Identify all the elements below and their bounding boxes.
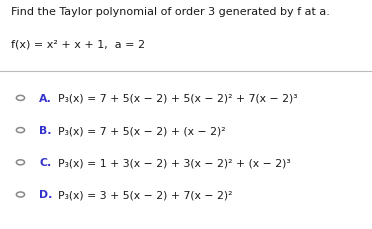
Text: P₃(x) = 1 + 3(x − 2) + 3(x − 2)² + (x − 2)³: P₃(x) = 1 + 3(x − 2) + 3(x − 2)² + (x − … xyxy=(58,158,290,168)
Text: P₃(x) = 3 + 5(x − 2) + 7(x − 2)²: P₃(x) = 3 + 5(x − 2) + 7(x − 2)² xyxy=(58,190,232,200)
Text: P₃(x) = 7 + 5(x − 2) + 5(x − 2)² + 7(x − 2)³: P₃(x) = 7 + 5(x − 2) + 5(x − 2)² + 7(x −… xyxy=(58,93,297,104)
Text: B.: B. xyxy=(39,125,52,136)
Text: D.: D. xyxy=(39,190,52,200)
Text: C.: C. xyxy=(39,158,51,168)
Text: P₃(x) = 7 + 5(x − 2) + (x − 2)²: P₃(x) = 7 + 5(x − 2) + (x − 2)² xyxy=(58,125,225,136)
Text: A.: A. xyxy=(39,93,52,104)
Text: Find the Taylor polynomial of order 3 generated by f at a.: Find the Taylor polynomial of order 3 ge… xyxy=(11,7,330,17)
Text: f(x) = x² + x + 1,  a = 2: f(x) = x² + x + 1, a = 2 xyxy=(11,39,145,49)
